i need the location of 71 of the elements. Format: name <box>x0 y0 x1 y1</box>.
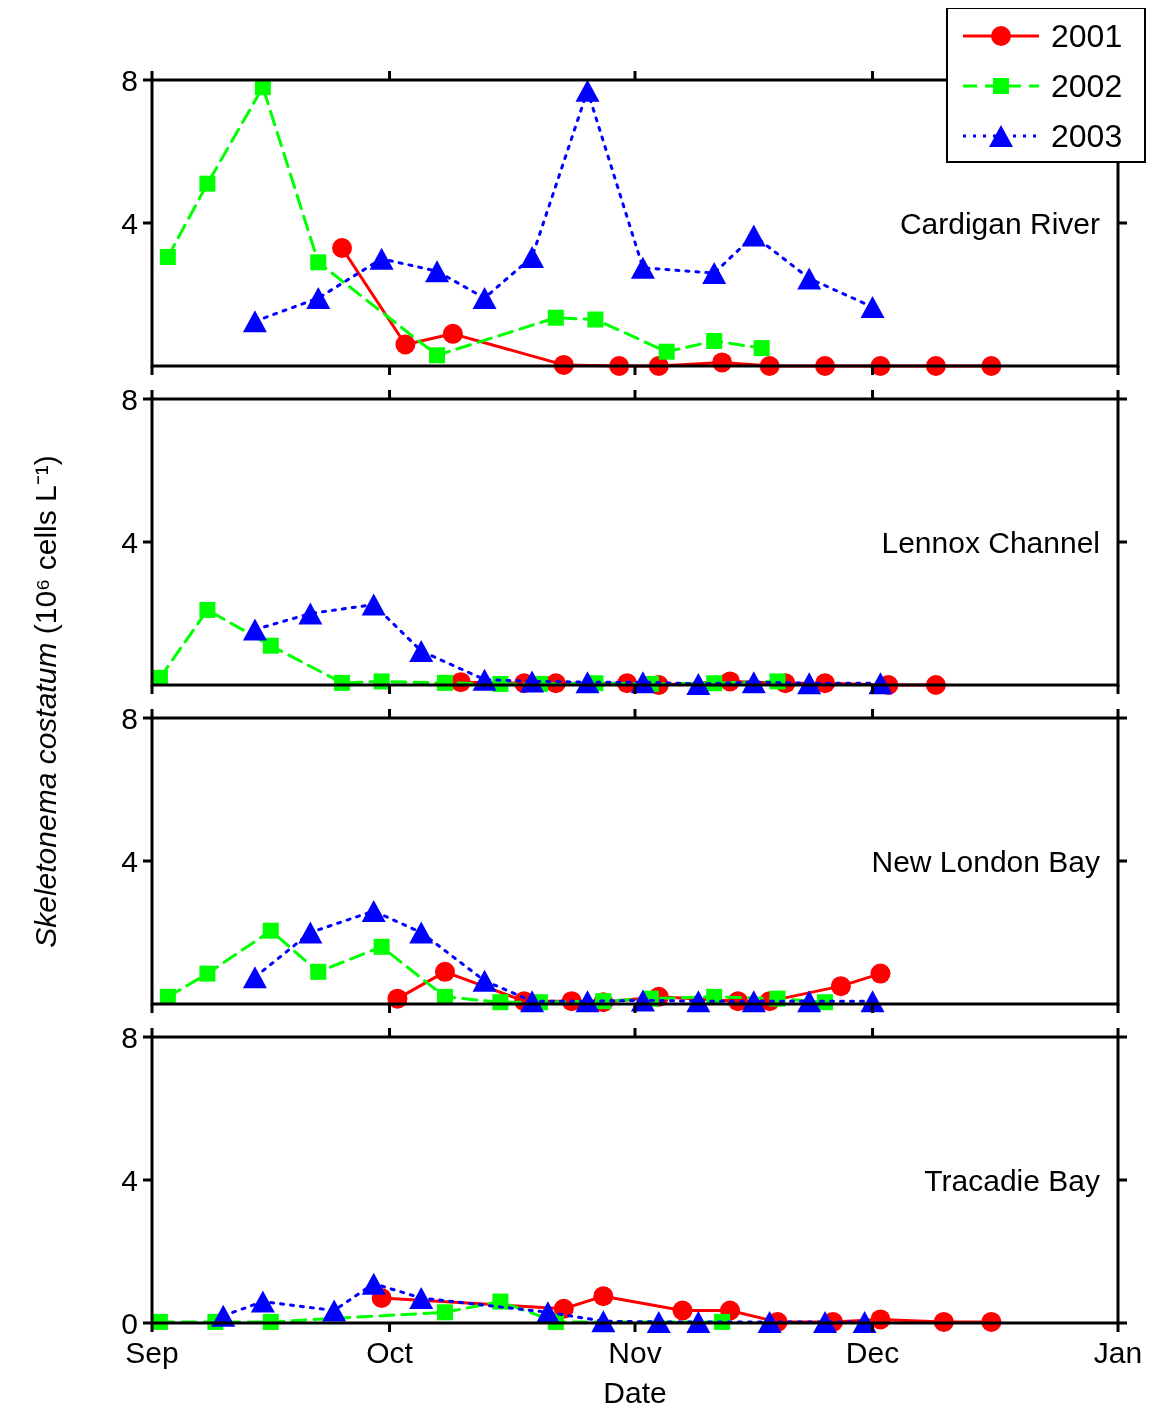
point <box>472 287 497 310</box>
point <box>434 961 455 982</box>
point <box>442 323 463 344</box>
point <box>262 922 279 939</box>
point <box>322 1299 347 1322</box>
y-axis-title: Skeletonema costatum (10⁶ cells L⁻¹) <box>29 455 62 948</box>
point <box>262 637 279 654</box>
legend-label: 2002 <box>1051 68 1123 105</box>
point <box>658 343 675 360</box>
point <box>706 332 723 349</box>
point <box>672 1300 693 1321</box>
y-tick-label: 4 <box>121 206 138 240</box>
text: Cardigan River <box>899 206 1100 240</box>
y-tick-label: 4 <box>121 844 138 878</box>
y-tick-label: 8 <box>121 1020 138 1054</box>
x-tick-label: Oct <box>366 1336 414 1369</box>
y-tick-label: 8 <box>121 701 138 735</box>
point <box>199 175 216 192</box>
point <box>741 224 766 247</box>
point <box>409 640 434 663</box>
point <box>369 247 394 270</box>
x-axis-title: Date <box>603 1376 667 1409</box>
point <box>159 248 176 265</box>
point <box>242 618 267 641</box>
legend-label: 2003 <box>1051 118 1123 155</box>
x-tick-label: Dec <box>845 1336 900 1369</box>
point <box>361 1272 386 1295</box>
point <box>395 334 416 355</box>
point <box>310 963 327 980</box>
point <box>436 1304 453 1321</box>
point <box>332 238 353 259</box>
point <box>306 287 331 310</box>
point <box>860 296 885 319</box>
point <box>409 1286 434 1309</box>
y-tick-label: 4 <box>121 1163 138 1197</box>
point <box>587 311 604 328</box>
point <box>429 347 446 364</box>
point <box>830 976 851 997</box>
point <box>753 340 770 357</box>
text: Lennox Channel <box>881 525 1100 559</box>
text: New London Bay <box>871 844 1100 878</box>
point <box>361 593 386 616</box>
point <box>242 966 267 989</box>
point <box>593 1286 614 1307</box>
point <box>310 254 327 271</box>
point <box>575 79 600 102</box>
point <box>373 938 390 955</box>
point <box>472 969 497 992</box>
y-tick-label: 8 <box>121 382 138 416</box>
point <box>702 262 727 285</box>
point <box>199 965 216 982</box>
x-tick-label: Nov <box>608 1336 662 1369</box>
text: Tracadie Bay <box>924 1163 1100 1197</box>
y-tick-label: 4 <box>121 525 138 559</box>
point <box>870 963 891 984</box>
x-tick-label: Jan <box>1093 1336 1143 1369</box>
point <box>242 310 267 333</box>
point <box>409 921 434 944</box>
point <box>298 602 323 625</box>
y-tick-label: 8 <box>121 63 138 97</box>
point <box>361 900 386 923</box>
point <box>199 601 216 618</box>
point <box>797 267 822 290</box>
point <box>298 921 323 944</box>
point <box>425 260 450 283</box>
point <box>492 1293 509 1310</box>
legend-label: 2001 <box>1051 18 1123 55</box>
point <box>547 309 564 326</box>
point <box>250 1290 275 1313</box>
point <box>520 245 545 268</box>
point <box>630 256 655 279</box>
